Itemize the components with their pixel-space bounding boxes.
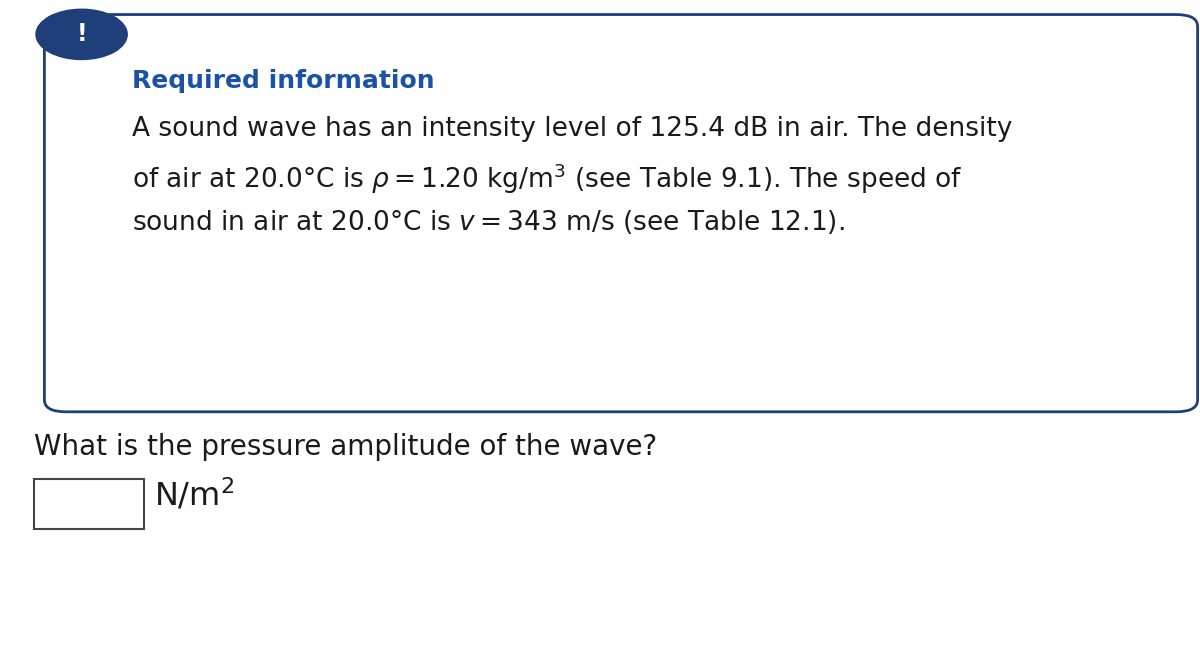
FancyBboxPatch shape [44,15,1198,412]
Text: What is the pressure amplitude of the wave?: What is the pressure amplitude of the wa… [34,433,656,461]
Text: of air at 20.0°C is $\rho$ = 1.20 kg/m$^3$ (see Table 9.1). The speed of: of air at 20.0°C is $\rho$ = 1.20 kg/m$^… [132,162,962,196]
Text: A sound wave has an intensity level of 125.4 dB in air. The density: A sound wave has an intensity level of 1… [132,116,1013,141]
Text: sound in air at 20.0°C is $v$ = 343 m/s (see Table 12.1).: sound in air at 20.0°C is $v$ = 343 m/s … [132,208,845,236]
Text: Required information: Required information [132,69,434,93]
Bar [34,479,144,529]
Circle shape [36,9,127,59]
Text: N/m$^2$: N/m$^2$ [154,477,234,513]
Text: !: ! [77,22,86,46]
